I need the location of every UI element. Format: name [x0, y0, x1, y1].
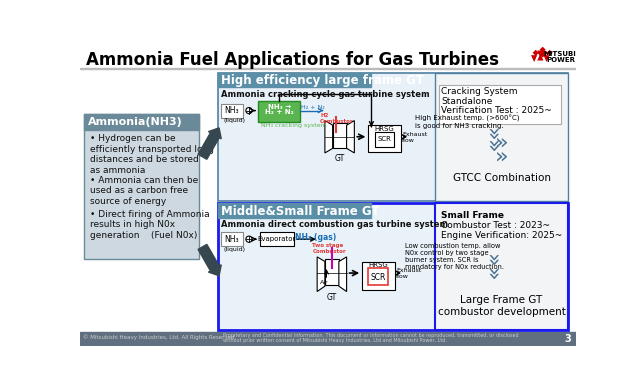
- Bar: [439, 85, 561, 124]
- Bar: [218, 203, 568, 330]
- Bar: [259, 101, 300, 122]
- Text: GTCC Combination: GTCC Combination: [452, 173, 550, 183]
- Text: »: »: [495, 147, 508, 167]
- Polygon shape: [537, 50, 548, 58]
- Bar: [80, 68, 576, 69]
- Text: Two stage
Combustor: Two stage Combustor: [312, 243, 346, 254]
- Bar: [362, 261, 395, 290]
- Polygon shape: [537, 51, 543, 58]
- Text: HRSG: HRSG: [369, 262, 388, 268]
- Bar: [218, 73, 568, 201]
- Text: »: »: [495, 133, 508, 153]
- Text: NH₃ →: NH₃ →: [268, 103, 291, 110]
- Text: GT: GT: [335, 154, 345, 163]
- Text: H₂ + N₂: H₂ + N₂: [301, 105, 324, 110]
- Bar: [221, 103, 243, 117]
- Text: MITSUBISHI: MITSUBISHI: [543, 51, 589, 57]
- Bar: [435, 203, 568, 330]
- Text: • Ammonia can then be
used as a carbon free
source of energy: • Ammonia can then be used as a carbon f…: [90, 176, 198, 206]
- Polygon shape: [325, 121, 333, 153]
- Text: H₂ + N₂: H₂ + N₂: [265, 109, 294, 115]
- Text: Verification Test : 2025~: Verification Test : 2025~: [441, 106, 552, 115]
- FancyArrow shape: [198, 244, 221, 276]
- Bar: [529, 48, 575, 68]
- Polygon shape: [317, 257, 325, 291]
- Text: • Hydrogen can be
efficiently transported long
distances and be stored
as ammoni: • Hydrogen can be efficiently transporte…: [90, 135, 214, 175]
- Text: Small Frame: Small Frame: [441, 211, 504, 220]
- Text: High Exhaust temp. (>600°C)
is good for NH3 cracking.: High Exhaust temp. (>600°C) is good for …: [415, 115, 519, 130]
- Bar: [260, 232, 294, 246]
- Circle shape: [246, 236, 252, 242]
- Bar: [368, 268, 388, 285]
- Text: Standalone: Standalone: [441, 97, 493, 106]
- Text: Exhaust
flow: Exhaust flow: [403, 132, 428, 143]
- Bar: [80, 331, 576, 346]
- FancyArrow shape: [198, 128, 221, 159]
- Text: Ammonia(NH3): Ammonia(NH3): [88, 117, 182, 127]
- Text: • Direct firing of Ammonia
results in high N0x
generation    (Fuel N0x): • Direct firing of Ammonia results in hi…: [90, 210, 210, 240]
- Text: NH₃ (gas): NH₃ (gas): [294, 233, 336, 242]
- Polygon shape: [339, 257, 347, 291]
- Text: Air: Air: [320, 280, 329, 285]
- Text: Combustor Test : 2023~: Combustor Test : 2023~: [441, 221, 550, 230]
- Text: Cracking System: Cracking System: [441, 88, 518, 96]
- Bar: [218, 203, 371, 217]
- Polygon shape: [540, 47, 546, 53]
- Text: SCR: SCR: [378, 136, 392, 142]
- Bar: [375, 132, 394, 147]
- Text: »: »: [482, 254, 502, 268]
- Text: H2
Combustor: H2 Combustor: [320, 113, 354, 124]
- Circle shape: [246, 107, 252, 114]
- Polygon shape: [531, 55, 537, 62]
- Bar: [218, 73, 371, 88]
- Text: SCR: SCR: [371, 273, 386, 282]
- Polygon shape: [537, 54, 543, 61]
- Bar: [221, 232, 243, 246]
- Bar: [84, 114, 198, 259]
- Text: (liquid): (liquid): [223, 118, 245, 123]
- Text: Ammonia direct combustion gas turbine system: Ammonia direct combustion gas turbine sy…: [221, 220, 448, 229]
- Bar: [368, 125, 401, 152]
- Polygon shape: [543, 55, 550, 62]
- Text: NH₃: NH₃: [225, 106, 239, 115]
- Text: Engine Verification: 2025~: Engine Verification: 2025~: [441, 231, 563, 240]
- Text: POWER: POWER: [547, 57, 575, 63]
- Text: Proprietary and Confidential Information. This document or information cannot be: Proprietary and Confidential Information…: [223, 333, 519, 338]
- Text: »: »: [482, 268, 502, 281]
- Text: Exhaust
flow: Exhaust flow: [396, 268, 422, 279]
- Text: »: »: [482, 128, 502, 141]
- Polygon shape: [532, 50, 539, 56]
- Text: Low combustion temp. allow
N0x control by two stage
burner system. SCR is
mandat: Low combustion temp. allow N0x control b…: [404, 243, 504, 270]
- Polygon shape: [547, 50, 553, 56]
- Polygon shape: [347, 121, 355, 153]
- Bar: [435, 73, 568, 201]
- Text: (liquid): (liquid): [223, 247, 245, 252]
- Bar: [84, 114, 198, 130]
- Text: Middle&Small Frame GT: Middle&Small Frame GT: [221, 205, 380, 217]
- Text: © Mitsubishi Heavy Industries, Ltd. All Rights Reserved.: © Mitsubishi Heavy Industries, Ltd. All …: [83, 334, 236, 340]
- Text: without prior written consent of Mitsubishi Heavy Industries, Ltd and Mitsubishi: without prior written consent of Mitsubi…: [223, 338, 447, 343]
- Text: Evaporator: Evaporator: [258, 236, 296, 242]
- Text: GT: GT: [327, 293, 337, 302]
- Text: Ammonia Fuel Applications for Gas Turbines: Ammonia Fuel Applications for Gas Turbin…: [86, 51, 499, 68]
- Text: HRSG: HRSG: [374, 126, 394, 132]
- Text: High efficiency large frame GT: High efficiency large frame GT: [221, 74, 424, 88]
- Text: »: »: [482, 140, 502, 154]
- Text: 3: 3: [564, 334, 572, 344]
- Text: Large Frame GT
combustor development: Large Frame GT combustor development: [438, 295, 566, 317]
- Bar: [325, 259, 339, 286]
- Text: Ammonia cracking cycle gas turbine system: Ammonia cracking cycle gas turbine syste…: [221, 90, 429, 99]
- Bar: [333, 123, 347, 148]
- Text: NH₃ cracking system: NH₃ cracking system: [260, 123, 326, 128]
- Text: NH₃: NH₃: [225, 235, 239, 244]
